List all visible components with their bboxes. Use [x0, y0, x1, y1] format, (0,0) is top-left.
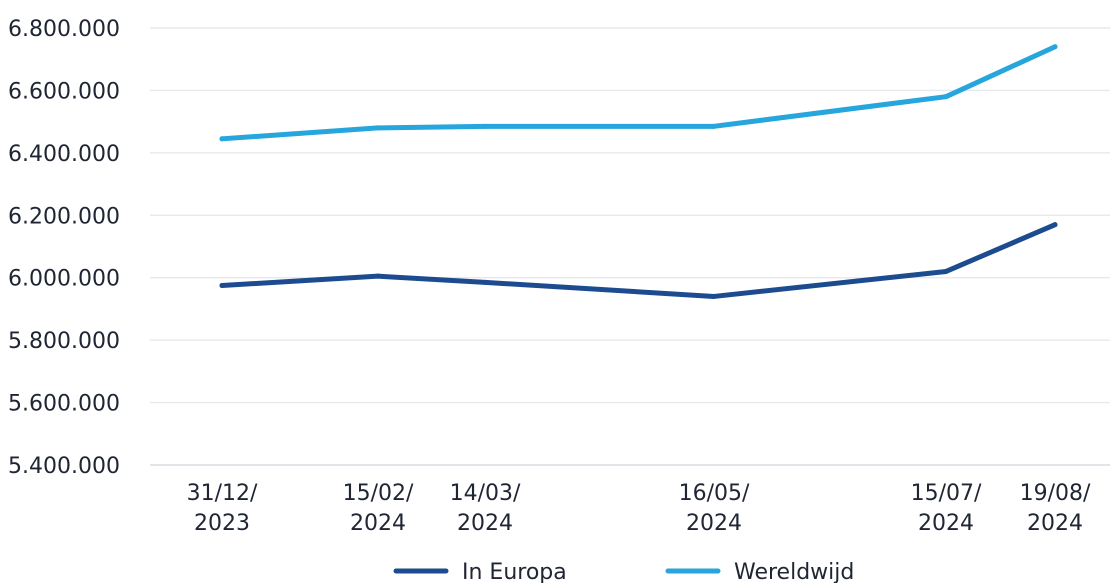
- x-tick-label-line: 2024: [918, 511, 974, 536]
- x-tick-label: 14/03/2024: [450, 481, 521, 536]
- data-point: [482, 123, 488, 129]
- x-tick-label-line: 15/07/: [911, 481, 982, 506]
- y-tick-label: 6.800.000: [8, 17, 120, 42]
- y-tick-label: 6.000.000: [8, 267, 120, 292]
- data-point: [1052, 44, 1058, 50]
- y-tick-label: 5.800.000: [8, 329, 120, 354]
- x-tick-label-line: 2023: [194, 511, 250, 536]
- data-point: [943, 268, 949, 274]
- x-tick-label-line: 14/03/: [450, 481, 521, 506]
- x-tick-label-line: 2024: [350, 511, 406, 536]
- x-tick-label-line: 31/12/: [187, 481, 258, 506]
- legend-label: In Europa: [462, 560, 567, 583]
- y-tick-label: 5.600.000: [8, 392, 120, 417]
- x-tick-label-line: 19/08/: [1020, 481, 1091, 506]
- y-axis: 5.400.000 5.600.000 5.800.000 6.000.000 6.20…: [8, 17, 120, 479]
- x-tick-label-line: 15/02/: [343, 481, 414, 506]
- x-tick-label: 15/02/2024: [343, 481, 414, 536]
- series-line-in-europa: [219, 222, 1058, 299]
- data-point: [1052, 222, 1058, 228]
- y-tick-label: 6.200.000: [8, 204, 120, 229]
- x-tick-label: 16/05/2024: [679, 481, 750, 536]
- data-point: [711, 123, 717, 129]
- data-point: [375, 125, 381, 131]
- y-tick-label: 5.400.000: [8, 454, 120, 479]
- legend: In Europa Wereldwijd: [393, 560, 854, 585]
- x-tick-label: 15/07/2024: [911, 481, 982, 536]
- series-layer: [219, 44, 1058, 299]
- y-tick-label: 6.400.000: [8, 142, 120, 167]
- legend-item-wereldwijd: Wereldwijd: [665, 560, 854, 585]
- data-point: [711, 293, 717, 299]
- x-tick-label-line: 2024: [686, 511, 742, 536]
- legend-label: Wereldwijd: [734, 560, 854, 583]
- data-point: [375, 273, 381, 279]
- data-point: [943, 94, 949, 100]
- x-tick-label-line: 16/05/: [679, 481, 750, 506]
- data-point: [482, 279, 488, 285]
- series-line-wereldwijd: [219, 44, 1058, 142]
- data-point: [219, 136, 225, 142]
- x-tick-label: 19/08/2024: [1020, 481, 1091, 536]
- legend-item-in-europa: In Europa: [393, 560, 567, 585]
- x-tick-label: 31/12/2023: [187, 481, 258, 536]
- grid-layer: [150, 27, 1110, 466]
- x-axis: 31/12/202315/02/202414/03/202416/05/2024…: [187, 481, 1091, 536]
- y-tick-label: 6.600.000: [8, 79, 120, 104]
- x-tick-label-line: 2024: [457, 511, 513, 536]
- x-tick-label-line: 2024: [1027, 511, 1083, 536]
- data-point: [219, 283, 225, 289]
